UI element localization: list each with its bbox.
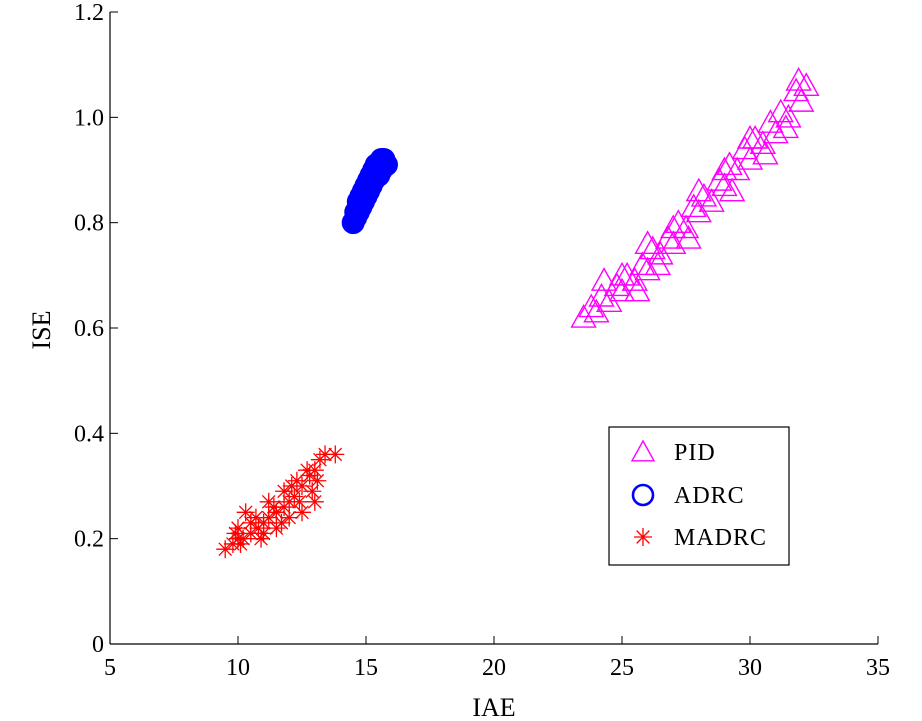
data-point [675, 225, 702, 249]
y-tick-label: 0.6 [74, 316, 104, 342]
data-point [634, 256, 661, 281]
data-point [590, 267, 618, 291]
data-point [236, 503, 255, 522]
data-point [634, 230, 661, 255]
data-point [711, 172, 738, 197]
y-tick-label: 0.8 [74, 211, 104, 237]
data-point [264, 498, 283, 517]
data-point [308, 471, 327, 490]
y-tick-label: 1.0 [74, 105, 104, 131]
data-point [685, 177, 712, 202]
data-point [229, 519, 247, 538]
x-tick-label: 10 [226, 655, 250, 681]
data-point [772, 114, 800, 139]
data-point [608, 261, 636, 286]
y-tick-label: 0.2 [74, 527, 104, 553]
x-tick-label: 5 [104, 655, 116, 681]
y-tick-label: 0 [92, 632, 104, 658]
legend-marker-adrc [631, 483, 655, 507]
series-madrc [216, 445, 345, 559]
y-tick-label: 0.4 [74, 421, 104, 447]
legend: PID ADRC MADRC [608, 426, 790, 566]
data-point [660, 214, 687, 239]
y-axis-title: ISE [27, 311, 56, 350]
data-point [711, 156, 738, 181]
data-point [665, 209, 692, 233]
data-point [644, 251, 672, 276]
data-point [252, 529, 271, 548]
data-point [305, 492, 324, 511]
data-point [231, 534, 250, 553]
data-point [254, 524, 273, 543]
ticks-layer: 5 10 15 20 25 30 35 0 0.2 0.4 0.6 0.8 1.0 1.2 [74, 0, 890, 681]
x-tick-label: 20 [482, 655, 506, 681]
legend-marker-pid [630, 439, 656, 462]
data-point [326, 445, 345, 464]
data-point [272, 513, 291, 532]
x-tick-label: 30 [738, 655, 762, 681]
data-point [293, 503, 311, 522]
data-point [690, 182, 718, 207]
data-point [275, 482, 294, 501]
data-point [216, 540, 235, 559]
y-tick-label: 1.2 [74, 0, 104, 26]
data-point [280, 508, 299, 527]
x-tick-label: 15 [354, 655, 378, 681]
legend-box [608, 426, 790, 566]
data-point [282, 477, 301, 495]
data-point [767, 98, 794, 123]
data-point [736, 124, 764, 149]
data-point [775, 103, 802, 128]
data-point [362, 169, 386, 193]
x-axis-title: IAE [472, 693, 515, 721]
points-layer [216, 67, 820, 559]
x-tick-label: 35 [866, 655, 890, 681]
data-point [752, 140, 779, 165]
data-point [351, 190, 375, 214]
data-point [624, 277, 651, 302]
legend-label-madrc: MADRC [674, 525, 767, 551]
data-point [762, 119, 789, 144]
data-point [718, 177, 746, 202]
data-point [672, 214, 700, 239]
legend-label-adrc: ADRC [674, 483, 745, 509]
series-adrc [341, 147, 398, 235]
legend-marker-madrc [634, 528, 652, 546]
series-pid [570, 67, 820, 328]
data-point [246, 508, 265, 527]
data-point [793, 72, 820, 97]
data-point [716, 151, 743, 176]
data-point [788, 88, 815, 112]
data-point [290, 492, 309, 511]
data-point [785, 67, 812, 91]
x-tick-label: 25 [610, 655, 634, 681]
legend-label-pid: PID [674, 440, 716, 466]
